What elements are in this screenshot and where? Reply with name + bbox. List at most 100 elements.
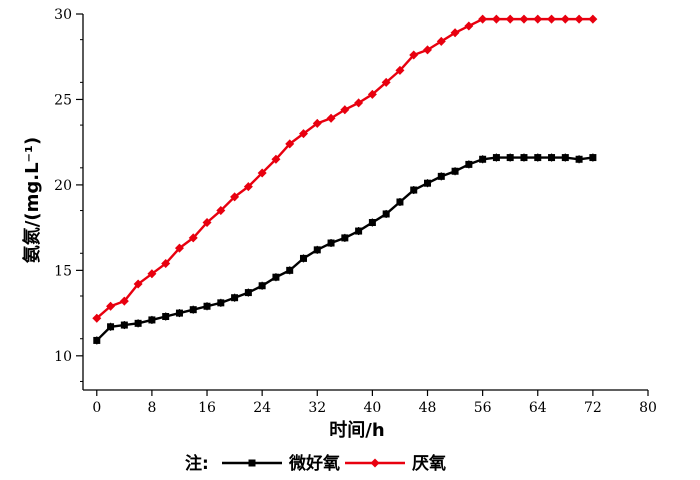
data-point bbox=[243, 182, 253, 192]
axes bbox=[82, 14, 648, 391]
legend-marker bbox=[248, 459, 256, 467]
data-point bbox=[382, 210, 390, 218]
data-point bbox=[423, 45, 433, 55]
data-point bbox=[93, 336, 101, 344]
data-point bbox=[107, 323, 115, 331]
data-point bbox=[147, 269, 157, 279]
x-tick-label: 80 bbox=[639, 400, 657, 416]
y-axis-ticks: 10 15 20 25 30 bbox=[54, 7, 83, 382]
data-point bbox=[312, 118, 322, 128]
data-point bbox=[560, 14, 570, 24]
data-point bbox=[299, 254, 307, 262]
data-point bbox=[244, 289, 252, 297]
legend: 注: 微好氧 厌氧 bbox=[185, 453, 446, 474]
data-point bbox=[354, 98, 364, 108]
data-point bbox=[231, 294, 239, 302]
data-point bbox=[216, 206, 226, 216]
x-axis-title: 时间/h bbox=[329, 420, 384, 441]
x-tick-label: 16 bbox=[198, 400, 216, 416]
legend-label-weihaoyang: 微好氧 bbox=[288, 453, 340, 474]
series-0 bbox=[93, 153, 597, 345]
data-point bbox=[92, 313, 102, 323]
data-point bbox=[258, 282, 266, 290]
data-point bbox=[506, 154, 514, 162]
data-point bbox=[396, 198, 404, 206]
x-tick-label: 0 bbox=[92, 400, 101, 416]
data-point bbox=[436, 36, 446, 46]
data-point bbox=[341, 234, 349, 242]
data-point bbox=[409, 50, 419, 60]
data-point bbox=[561, 154, 569, 162]
legend-marker bbox=[370, 458, 380, 468]
x-tick-label: 8 bbox=[147, 400, 156, 416]
data-point bbox=[134, 319, 142, 327]
data-point bbox=[133, 279, 143, 289]
y-tick-label: 20 bbox=[54, 178, 72, 194]
legend-sample-weihaoyang bbox=[222, 459, 282, 467]
series-layer bbox=[92, 14, 598, 345]
data-point bbox=[410, 186, 418, 194]
data-point bbox=[313, 246, 321, 254]
data-point bbox=[465, 160, 473, 168]
data-point bbox=[257, 168, 267, 178]
data-point bbox=[271, 154, 281, 164]
data-point bbox=[505, 14, 515, 24]
data-point bbox=[119, 296, 129, 306]
legend-sample-yanyang bbox=[345, 458, 405, 468]
x-tick-label: 48 bbox=[419, 400, 437, 416]
series-line bbox=[95, 156, 594, 342]
data-point bbox=[285, 139, 295, 149]
x-tick-label: 72 bbox=[584, 400, 602, 416]
y-tick-label: 10 bbox=[54, 349, 72, 365]
data-point bbox=[106, 301, 116, 311]
data-point bbox=[534, 154, 542, 162]
data-point bbox=[575, 155, 583, 163]
y-tick-label: 30 bbox=[54, 7, 72, 23]
data-point bbox=[162, 313, 170, 321]
data-point bbox=[588, 14, 598, 24]
data-point bbox=[326, 113, 336, 123]
data-point bbox=[547, 14, 557, 24]
data-point bbox=[161, 259, 171, 269]
data-point bbox=[548, 154, 556, 162]
data-point bbox=[230, 192, 240, 202]
data-point bbox=[327, 239, 335, 247]
series-1 bbox=[92, 14, 598, 323]
data-point bbox=[464, 21, 474, 31]
data-point bbox=[367, 89, 377, 99]
data-point bbox=[395, 65, 405, 75]
data-point bbox=[492, 154, 500, 162]
data-point bbox=[479, 155, 487, 163]
data-point bbox=[381, 77, 391, 87]
data-point bbox=[355, 227, 363, 235]
x-tick-label: 24 bbox=[253, 400, 271, 416]
y-tick-label: 15 bbox=[54, 263, 72, 279]
data-point bbox=[491, 14, 501, 24]
data-point bbox=[424, 179, 432, 187]
data-point bbox=[272, 273, 280, 281]
data-point bbox=[203, 302, 211, 310]
legend-prefix: 注: bbox=[185, 453, 209, 474]
data-point bbox=[340, 105, 350, 115]
data-point bbox=[574, 14, 584, 24]
data-point bbox=[188, 233, 198, 243]
series-line bbox=[95, 17, 593, 320]
y-tick-label: 25 bbox=[54, 92, 72, 108]
x-tick-label: 56 bbox=[474, 400, 492, 416]
y-axis-title: 氨氮/(mg.L⁻¹) bbox=[21, 137, 43, 263]
data-point bbox=[120, 321, 128, 329]
x-axis-ticks: 0 8 16 24 32 40 48 56 64 72 80 bbox=[92, 390, 657, 416]
data-point bbox=[202, 218, 212, 228]
x-tick-label: 40 bbox=[363, 400, 381, 416]
data-point bbox=[286, 266, 294, 274]
data-point bbox=[533, 14, 543, 24]
x-tick-label: 32 bbox=[308, 400, 326, 416]
data-point bbox=[368, 219, 376, 227]
data-point bbox=[437, 172, 445, 180]
data-point bbox=[450, 28, 460, 38]
data-point bbox=[451, 167, 459, 175]
legend-label-yanyang: 厌氧 bbox=[412, 453, 446, 474]
data-point bbox=[174, 243, 184, 253]
data-point bbox=[217, 299, 225, 307]
